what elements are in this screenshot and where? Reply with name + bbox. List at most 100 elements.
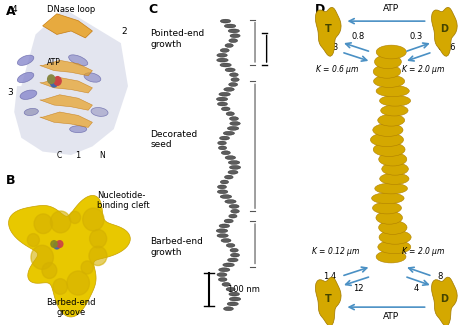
Ellipse shape: [228, 161, 240, 164]
Text: ATP: ATP: [383, 312, 399, 321]
Ellipse shape: [218, 185, 227, 189]
Ellipse shape: [231, 78, 239, 82]
Circle shape: [47, 75, 55, 84]
Text: 100 nm: 100 nm: [228, 285, 260, 294]
Ellipse shape: [69, 55, 88, 66]
Ellipse shape: [225, 200, 236, 203]
Circle shape: [27, 234, 39, 247]
Ellipse shape: [379, 152, 407, 166]
Polygon shape: [315, 277, 341, 325]
Text: D: D: [315, 3, 325, 16]
Ellipse shape: [217, 234, 228, 238]
Ellipse shape: [226, 287, 235, 291]
Text: B: B: [6, 174, 15, 187]
Text: 1.4: 1.4: [323, 272, 336, 281]
Polygon shape: [40, 112, 92, 127]
Ellipse shape: [24, 109, 38, 115]
Ellipse shape: [378, 240, 411, 254]
Ellipse shape: [373, 124, 403, 136]
Polygon shape: [431, 277, 457, 325]
Ellipse shape: [219, 146, 227, 150]
Circle shape: [82, 208, 104, 231]
Circle shape: [69, 211, 81, 224]
Ellipse shape: [219, 268, 230, 272]
Ellipse shape: [373, 202, 401, 214]
Ellipse shape: [70, 126, 87, 133]
Ellipse shape: [227, 302, 238, 306]
Circle shape: [50, 78, 57, 87]
Text: 1: 1: [75, 151, 81, 161]
Polygon shape: [431, 7, 457, 56]
Ellipse shape: [217, 190, 228, 194]
Ellipse shape: [229, 214, 237, 218]
Ellipse shape: [219, 136, 229, 140]
Circle shape: [56, 241, 63, 247]
Ellipse shape: [220, 19, 231, 23]
Ellipse shape: [230, 253, 240, 257]
Polygon shape: [40, 77, 92, 93]
Ellipse shape: [217, 53, 228, 57]
Ellipse shape: [228, 29, 239, 33]
Ellipse shape: [217, 58, 228, 62]
Circle shape: [90, 229, 107, 248]
Ellipse shape: [225, 68, 235, 72]
Circle shape: [89, 246, 107, 266]
Ellipse shape: [379, 221, 407, 234]
Ellipse shape: [223, 131, 235, 135]
Ellipse shape: [230, 122, 240, 125]
Text: N: N: [100, 151, 105, 161]
Ellipse shape: [229, 165, 241, 169]
Ellipse shape: [220, 195, 232, 199]
Text: 0.8: 0.8: [351, 32, 365, 41]
Ellipse shape: [225, 156, 236, 160]
Text: 4: 4: [11, 5, 17, 14]
Text: C: C: [149, 3, 158, 16]
Polygon shape: [43, 14, 92, 38]
Ellipse shape: [376, 211, 402, 224]
Ellipse shape: [216, 97, 228, 101]
Text: $K$ = 2.0 μm: $K$ = 2.0 μm: [401, 245, 446, 258]
Ellipse shape: [373, 65, 401, 78]
Polygon shape: [315, 7, 341, 56]
Ellipse shape: [228, 170, 238, 174]
Text: Decorated
seed: Decorated seed: [150, 130, 198, 150]
Text: Pointed-end
growth: Pointed-end growth: [150, 29, 205, 49]
Circle shape: [51, 241, 57, 247]
Ellipse shape: [225, 44, 233, 47]
Ellipse shape: [229, 204, 239, 208]
Ellipse shape: [229, 39, 237, 43]
Text: 2: 2: [121, 27, 127, 36]
Circle shape: [34, 214, 53, 234]
Ellipse shape: [372, 193, 404, 204]
Ellipse shape: [230, 248, 238, 252]
Ellipse shape: [222, 282, 230, 286]
Text: Nucleotide-
binding cleft: Nucleotide- binding cleft: [97, 190, 149, 210]
Ellipse shape: [218, 102, 228, 106]
Text: 8: 8: [438, 272, 443, 281]
Ellipse shape: [231, 209, 239, 213]
Ellipse shape: [221, 107, 230, 111]
Text: C: C: [57, 151, 63, 161]
Ellipse shape: [221, 239, 231, 242]
Ellipse shape: [378, 114, 405, 126]
Text: $K$ = 2.0 μm: $K$ = 2.0 μm: [401, 63, 446, 76]
Ellipse shape: [224, 219, 233, 223]
Ellipse shape: [375, 183, 408, 194]
Text: ATP: ATP: [47, 58, 61, 68]
Circle shape: [50, 211, 71, 233]
Ellipse shape: [228, 126, 239, 130]
Ellipse shape: [376, 251, 406, 263]
Text: 4: 4: [413, 284, 419, 293]
Text: ATP: ATP: [383, 4, 399, 13]
Ellipse shape: [229, 73, 238, 77]
Ellipse shape: [220, 180, 228, 184]
Ellipse shape: [228, 258, 238, 262]
Circle shape: [54, 77, 61, 85]
Ellipse shape: [224, 24, 236, 28]
Ellipse shape: [230, 34, 240, 38]
Text: D: D: [440, 24, 448, 34]
Polygon shape: [14, 9, 128, 155]
Ellipse shape: [229, 117, 238, 121]
Text: D: D: [440, 294, 448, 304]
Text: T: T: [325, 24, 331, 34]
